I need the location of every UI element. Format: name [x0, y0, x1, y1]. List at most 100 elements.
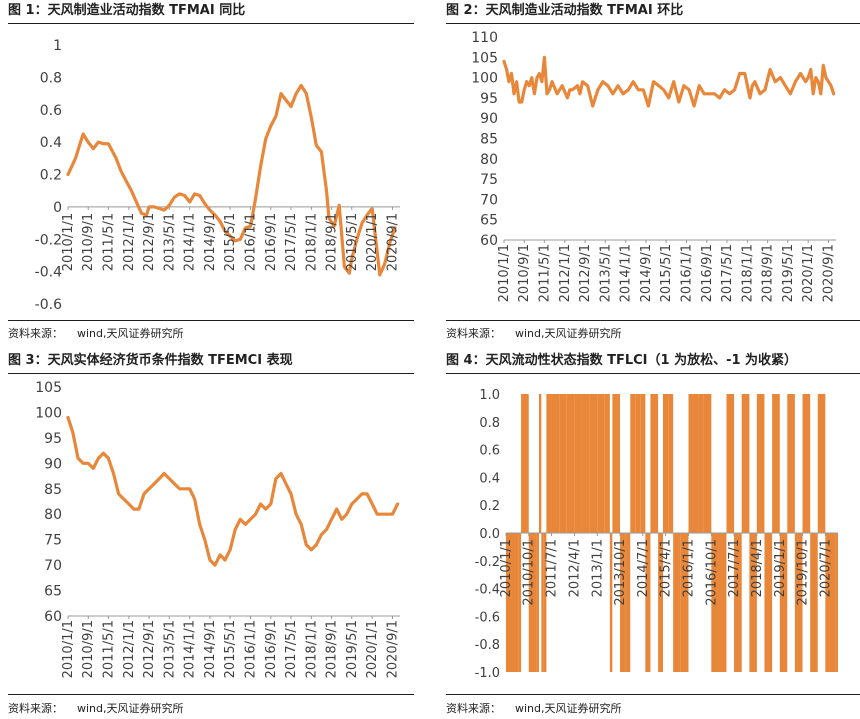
x-tick-label: 2020/1/1 — [365, 213, 380, 271]
y-tick-label: 0.6 — [40, 103, 62, 119]
chart-svg-2: 60 65 70 75 80 85 90 95 100 105 110 2010/1/1 2010/9/… — [471, 30, 836, 302]
y-tick-label: 75 — [480, 172, 498, 188]
area-segment — [655, 394, 659, 533]
area-segment — [817, 394, 826, 533]
area-segment — [617, 394, 621, 533]
area-segment — [668, 394, 674, 533]
x-tick-label: 2010/10/1 — [522, 539, 537, 606]
source-label: 资料来源： — [446, 702, 501, 715]
x-tick-label: 2016/1/1 — [243, 620, 258, 678]
y-tick-label: 0.0 — [479, 527, 500, 542]
chart-title-1: 图 1：天风制造业活动指数 TFMAI 同比 — [8, 3, 246, 18]
area-segment — [688, 394, 694, 533]
y-tick-label: 0.8 — [40, 70, 62, 86]
area-segment — [518, 533, 522, 672]
source-text: wind,天风证券研究所 — [77, 702, 184, 715]
source-rule-2 — [446, 320, 860, 321]
series-line — [66, 83, 397, 277]
area-segment — [612, 394, 618, 533]
area-segment — [741, 394, 750, 533]
x-tick-label: 2014/9/1 — [203, 213, 218, 271]
area-segment — [802, 394, 811, 533]
x-tick-label: 2019/1/1 — [773, 539, 788, 597]
y-tick-label: 0.8 — [479, 416, 500, 431]
y-tick-label: -1.0 — [475, 666, 500, 681]
area-segment — [693, 394, 699, 533]
x-tick-label: 2012/1/1 — [122, 620, 137, 678]
area-segment — [620, 533, 626, 672]
x-tick-label: 2013/1/1 — [590, 539, 605, 597]
x-tick-label: 2014/1/1 — [183, 620, 198, 678]
x-tick-label: 2010/1/1 — [61, 620, 76, 678]
area-segment — [604, 394, 610, 533]
x-tick-label: 2012/9/1 — [142, 213, 157, 271]
y-tick-label: 0.2 — [479, 499, 500, 514]
source-text: wind,天风证券研究所 — [77, 327, 184, 340]
x-tick-label: 2020/9/1 — [386, 620, 401, 678]
x-tick-label: 2018/9/1 — [325, 213, 340, 271]
area-segment — [536, 533, 539, 672]
y-tick-label: 95 — [44, 431, 62, 447]
x-tick-label: 2016/1/1 — [243, 213, 258, 271]
x-tick-label: 2018/9/1 — [325, 620, 340, 678]
area-segment — [640, 394, 646, 533]
chart-title-2: 图 2：天风制造业活动指数 TFMAI 环比 — [446, 3, 684, 18]
x-tick-label: 2020/9/1 — [386, 213, 401, 271]
x-tick-label: 2018/1/1 — [304, 620, 319, 678]
x-tick-label: 2019/5/1 — [345, 620, 360, 678]
chart-title-3: 图 3：天风实体经济货币条件指数 TFEMCI 表现 — [8, 353, 293, 368]
source-note-2: 资料来源： wind,天风证券研究所 — [446, 325, 622, 341]
area-segment — [528, 533, 537, 672]
source-text: wind,天风证券研究所 — [515, 327, 622, 340]
chart-panel-2: 图 2：天风制造业活动指数 TFMAI 环比 60 65 70 75 80 85 90 95 1… — [446, 0, 860, 360]
x-tick-label: 2011/5/1 — [101, 213, 116, 271]
y-tick-label: 100 — [471, 71, 498, 87]
area-segment — [810, 533, 818, 672]
y-tick-label: -0.6 — [35, 297, 62, 313]
y-tick-label: 80 — [44, 507, 62, 523]
x-tick-label: 2017/5/1 — [284, 213, 299, 271]
area-segment — [635, 394, 641, 533]
chart-svg-3: 60 65 70 75 80 85 90 95 100 105 2010/1/1 2010/9/1 20… — [35, 380, 401, 678]
area-segment — [764, 533, 773, 672]
chart-panel-1: 图 1：天风制造业活动指数 TFMAI 同比 -0.6 -0.4 -0.2 0 0.2 0… — [8, 0, 414, 360]
x-tick-label: 2018/1/1 — [304, 213, 319, 271]
x-tick-label: 2019/5/1 — [345, 213, 360, 271]
x-tick-label: 2017/7/1 — [727, 539, 742, 597]
source-label: 资料来源： — [8, 327, 63, 340]
x-tick-label: 2010/9/1 — [517, 244, 532, 302]
y-tick-label: 60 — [44, 609, 62, 625]
source-rule-3 — [8, 694, 414, 695]
y-tick-label: 1.0 — [479, 388, 500, 403]
title-rule-1 — [8, 23, 414, 24]
area-segment — [718, 533, 727, 672]
x-tick-label: 2013/5/1 — [162, 620, 177, 678]
y-tick-label: 65 — [480, 213, 498, 229]
chart-svg-1: -0.6 -0.4 -0.2 0 0.2 0.4 0.6 0.8 1 2010/1/1 2010/9… — [35, 38, 401, 313]
y-tick-label: 105 — [471, 50, 498, 66]
source-note-1: 资料来源： wind,天风证券研究所 — [8, 325, 184, 341]
y-tick-label: 1 — [53, 38, 62, 54]
y-tick-label: -0.4 — [35, 265, 62, 281]
area-segment — [515, 533, 519, 672]
chart-title-4: 图 4：天风流动性状态指数 TFLCI（1 为放松、-1 为收紧） — [446, 353, 798, 368]
x-tick-label: 2020/1/1 — [365, 620, 380, 678]
area-segment — [645, 533, 651, 672]
source-note-4: 资料来源： wind,天风证券研究所 — [446, 700, 622, 716]
x-tick-label: 2019/5/1 — [781, 244, 796, 302]
area-segment — [609, 533, 613, 672]
x-tick-label: 2010/9/1 — [81, 620, 96, 678]
source-note-3: 资料来源： wind,天风证券研究所 — [8, 700, 184, 716]
x-tick-label: 2014/9/1 — [203, 620, 218, 678]
chart-panel-3: 图 3：天风实体经济货币条件指数 TFEMCI 表现 60 65 70 75 80 85 9… — [8, 350, 414, 719]
area-segment — [630, 394, 636, 533]
y-tick-label: 65 — [44, 584, 62, 600]
y-tick-label: 100 — [35, 405, 62, 421]
x-tick-label: 2018/4/1 — [750, 539, 765, 597]
x-tick-label: 2016/1/1 — [681, 539, 696, 597]
source-label: 资料来源： — [446, 327, 501, 340]
x-tick-label: 2010/1/1 — [61, 213, 76, 271]
area-segment — [749, 533, 757, 672]
area-segment — [546, 394, 552, 533]
x-tick-label: 2015/4/1 — [659, 539, 674, 597]
